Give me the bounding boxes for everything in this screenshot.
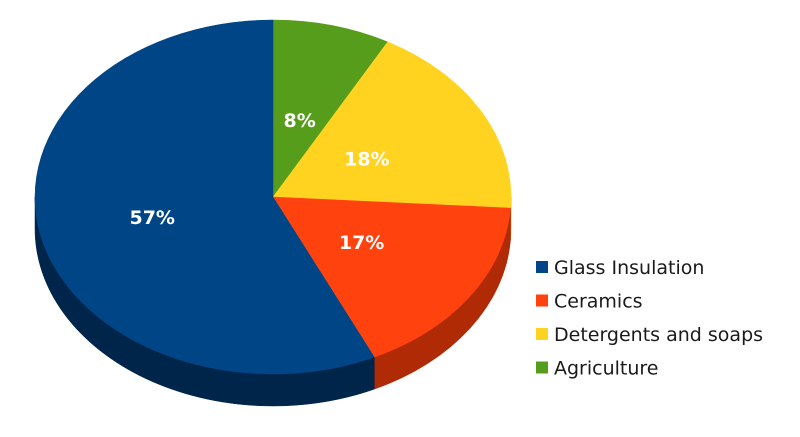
- legend-label-glass-insulation: Glass Insulation: [554, 257, 704, 279]
- pie-slice-glass-insulation: [34, 19, 375, 375]
- pie-slice-detergents-and-soaps: [272, 41, 512, 209]
- pie-labels: 8% 18% 17% 57%: [129, 110, 389, 254]
- legend-label-agriculture: Agriculture: [554, 358, 659, 380]
- pie-slice-agriculture: [272, 19, 389, 198]
- legend-label-ceramics: Ceramics: [554, 291, 643, 313]
- slice-label-glass-insulation: 57%: [129, 207, 174, 229]
- legend-swatch-detergents-and-soaps: [536, 328, 548, 340]
- slice-label-detergents-and-soaps: 18%: [344, 149, 389, 171]
- pie-top: [34, 19, 512, 375]
- legend-swatch-ceramics: [536, 294, 548, 307]
- legend-swatch-glass-insulation: [536, 261, 548, 273]
- pie-slice-ceramics: [272, 196, 511, 358]
- slice-label-agriculture: 8%: [284, 110, 316, 132]
- slice-label-ceramics: 17%: [339, 232, 384, 254]
- legend-label-detergents-and-soaps: Detergents and soaps: [554, 324, 763, 346]
- legend-swatch-agriculture: [536, 361, 548, 374]
- legend: Glass Insulation Ceramics Detergents and s…: [536, 257, 763, 380]
